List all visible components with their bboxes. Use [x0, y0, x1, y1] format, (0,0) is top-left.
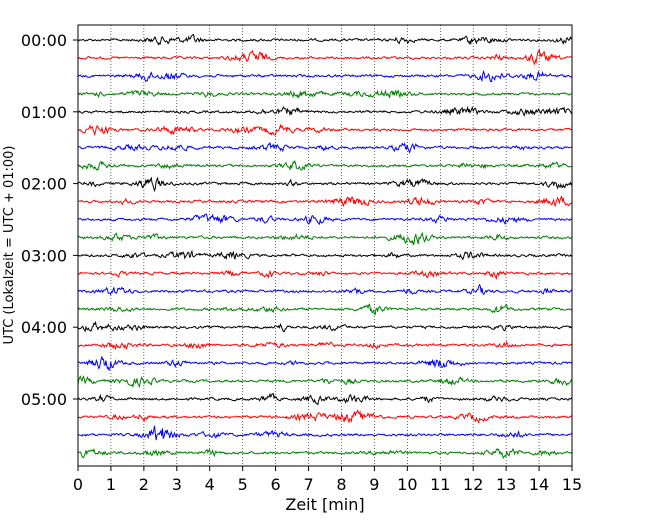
trace-04:45 [77, 375, 573, 389]
x-tick-label: 10 [397, 475, 417, 494]
trace-01:00 [77, 105, 573, 118]
trace-05:00 [77, 392, 573, 406]
x-axis-label: Zeit [min] [285, 495, 364, 514]
y-tick-label: 04:00 [21, 318, 67, 337]
x-tick-label: 13 [496, 475, 516, 494]
x-tick-label: 14 [529, 475, 549, 494]
trace-00:00 [77, 33, 573, 46]
trace-00:45 [77, 89, 573, 99]
y-axis: 00:00 01:00 02:00 03:00 04:00 05:00 [21, 31, 78, 409]
trace-05:15 [77, 409, 573, 424]
x-tick-label: 8 [336, 475, 346, 494]
trace-05:45 [77, 447, 573, 460]
x-tick-label: 0 [73, 475, 83, 494]
x-tick-label: 5 [238, 475, 248, 494]
trace-01:15 [77, 123, 573, 137]
x-tick-label: 4 [205, 475, 215, 494]
x-tick-label: 9 [369, 475, 379, 494]
trace-04:30 [77, 355, 573, 372]
trace-02:15 [77, 195, 573, 208]
y-tick-label: 01:00 [21, 103, 67, 122]
seismic-traces [77, 33, 573, 460]
trace-03:45 [77, 303, 573, 316]
trace-00:30 [77, 69, 573, 83]
x-tick-label: 6 [271, 475, 281, 494]
y-tick-label: 02:00 [21, 175, 67, 194]
x-tick-label: 12 [463, 475, 483, 494]
y-axis-label: UTC (Lokalzeit = UTC + 01:00) [2, 146, 17, 345]
trace-01:45 [77, 160, 573, 171]
trace-01:30 [77, 141, 573, 154]
trace-04:15 [77, 340, 573, 351]
x-axis: 0 1 2 3 4 5 6 7 8 9 10 11 12 13 14 15 [73, 466, 582, 494]
y-tick-label: 03:00 [21, 246, 67, 265]
y-tick-label: 05:00 [21, 390, 67, 409]
x-tick-label: 3 [172, 475, 182, 494]
x-tick-label: 1 [106, 475, 116, 494]
x-tick-label: 2 [139, 475, 149, 494]
x-tick-label: 7 [303, 475, 313, 494]
trace-03:30 [77, 283, 573, 296]
trace-02:00 [77, 176, 573, 193]
trace-02:30 [77, 213, 573, 226]
trace-03:15 [77, 269, 573, 281]
trace-02:45 [77, 231, 573, 246]
trace-00:15 [77, 48, 573, 66]
y-tick-label: 00:00 [21, 31, 67, 50]
trace-03:00 [77, 249, 573, 261]
trace-05:30 [77, 425, 573, 441]
x-tick-label: 11 [430, 475, 450, 494]
trace-04:00 [77, 320, 573, 333]
x-tick-label: 15 [562, 475, 582, 494]
plot-frame [77, 24, 573, 467]
